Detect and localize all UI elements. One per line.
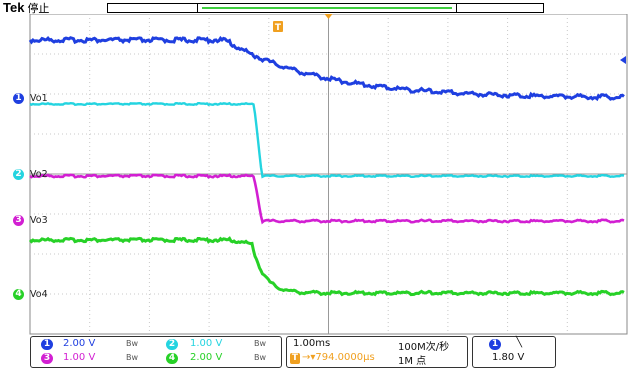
trigger-panel[interactable] xyxy=(472,336,556,368)
trigger-level-marker xyxy=(620,56,626,64)
ch1-bandwidth-icon: Bw xyxy=(126,339,139,348)
record-bar[interactable] xyxy=(107,3,544,13)
ch3-label: Vo3 xyxy=(30,215,48,226)
trigger-pos-marker xyxy=(324,14,333,19)
ch1-badge[interactable]: 1 xyxy=(13,93,24,104)
ch4-scale-badge[interactable]: 4 xyxy=(166,353,178,364)
trigger-marker-box xyxy=(273,21,283,32)
ch1-scale-badge[interactable]: 1 xyxy=(41,339,53,350)
sample-rate: 100M次/秒 xyxy=(398,342,450,353)
acquisition-status: 停止 xyxy=(27,2,50,15)
timebase-panel[interactable] xyxy=(286,336,468,368)
ch3-scale-badge[interactable]: 3 xyxy=(41,353,53,364)
trigger-position: →▾794.0000μs xyxy=(302,352,375,363)
trigger-slope-icon: ╲ xyxy=(516,337,523,348)
ch3-scale: 1.00 V xyxy=(63,352,96,363)
graticule xyxy=(29,14,628,335)
channel-scale-panel[interactable] xyxy=(30,336,282,368)
markers: T xyxy=(273,14,626,64)
ch4-trace xyxy=(28,236,625,297)
ch2-label: Vo2 xyxy=(30,169,48,180)
ch3-badge[interactable]: 3 xyxy=(13,215,24,226)
brand: Tek 停止 xyxy=(3,0,49,16)
ch4-bandwidth-icon: Bw xyxy=(254,353,267,362)
ch4-label: Vo4 xyxy=(30,289,48,300)
ch4-badge[interactable]: 4 xyxy=(13,289,24,300)
brand-logo: Tek xyxy=(3,0,25,15)
traces xyxy=(28,35,625,297)
trigger-marker-icon: T xyxy=(275,23,282,33)
record-window[interactable] xyxy=(197,3,457,13)
ch4-scale: 2.00 V xyxy=(190,352,223,363)
ch1-label: Vo1 xyxy=(30,93,48,104)
ch2-badge[interactable]: 2 xyxy=(13,169,24,180)
waveform-display[interactable]: T xyxy=(0,14,629,336)
trigger-source-badge[interactable]: 1 xyxy=(489,339,501,350)
ch2-scale: 1.00 V xyxy=(190,338,223,349)
ch1-trace xyxy=(28,35,625,102)
ch2-scale-badge[interactable]: 2 xyxy=(166,339,178,350)
ch2-trace xyxy=(29,101,625,179)
trigger-level: 1.80 V xyxy=(492,352,525,363)
ch3-bandwidth-icon: Bw xyxy=(126,353,139,362)
record-length: 1M 点 xyxy=(398,356,427,367)
ch3-trace xyxy=(29,173,625,225)
trigger-position-icon: T xyxy=(290,353,300,364)
time-scale: 1.00ms xyxy=(293,338,331,349)
ch2-bandwidth-icon: Bw xyxy=(254,339,267,348)
ch1-scale: 2.00 V xyxy=(63,338,96,349)
